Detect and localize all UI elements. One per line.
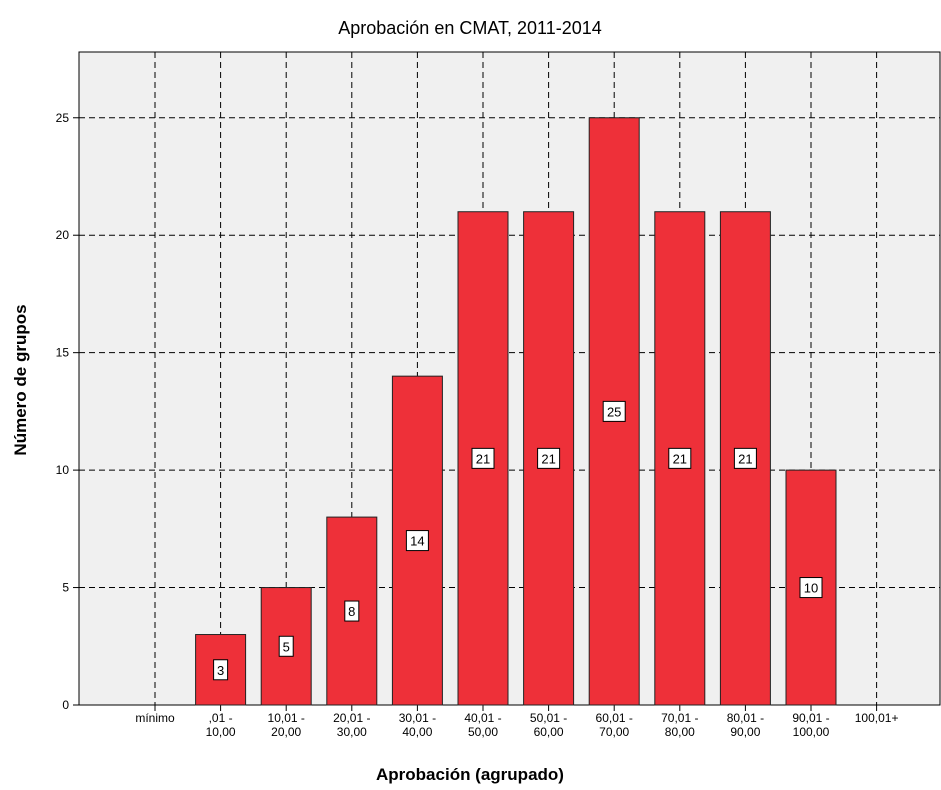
value-label: 14 xyxy=(410,534,424,549)
x-tick-label: 40,01 -50,00 xyxy=(464,711,501,739)
value-label: 10 xyxy=(804,581,818,596)
y-tick-label: 0 xyxy=(62,698,69,712)
x-tick-label: 90,01 -100,00 xyxy=(792,711,829,739)
value-label-box xyxy=(537,447,561,469)
x-axis-label: Aprobación (agrupado) xyxy=(376,765,564,784)
value-label: 25 xyxy=(607,404,621,419)
x-tick-label: 100,01+ xyxy=(855,711,899,725)
value-label: 21 xyxy=(541,451,555,466)
value-label: 21 xyxy=(476,451,490,466)
value-label-box xyxy=(733,447,757,469)
y-tick-label: 25 xyxy=(56,111,70,125)
y-axis-label: Número de grupos xyxy=(11,304,30,455)
x-tick-label: ,01 -10,00 xyxy=(206,711,236,739)
x-tick-label: 20,01 -30,00 xyxy=(333,711,370,739)
x-tick-label: 50,01 -60,00 xyxy=(530,711,567,739)
y-tick-label: 15 xyxy=(56,346,70,360)
value-label: 21 xyxy=(673,451,687,466)
y-tick-label: 10 xyxy=(56,463,70,477)
value-label-box xyxy=(213,659,229,681)
x-tick-label: 10,01 -20,00 xyxy=(268,711,305,739)
value-label-box xyxy=(278,635,294,657)
value-label-box xyxy=(799,577,823,599)
value-label: 8 xyxy=(348,604,355,619)
value-label: 21 xyxy=(738,451,752,466)
value-label: 3 xyxy=(217,663,224,678)
value-label: 5 xyxy=(283,639,290,654)
x-tick-label: 70,01 -80,00 xyxy=(661,711,698,739)
value-label-box xyxy=(344,600,360,622)
value-label-box xyxy=(405,530,429,552)
chart-title: Aprobación en CMAT, 2011-2014 xyxy=(338,18,602,38)
value-label-box xyxy=(602,400,626,422)
y-tick-label: 20 xyxy=(56,228,70,242)
x-tick-label: mínimo xyxy=(135,711,175,725)
x-tick-label: 80,01 -90,00 xyxy=(727,711,764,739)
x-tick-label: 60,01 -70,00 xyxy=(596,711,633,739)
y-tick-label: 5 xyxy=(62,581,69,595)
value-label-box xyxy=(471,447,495,469)
value-label-box xyxy=(668,447,692,469)
x-tick-label: 30,01 -40,00 xyxy=(399,711,436,739)
